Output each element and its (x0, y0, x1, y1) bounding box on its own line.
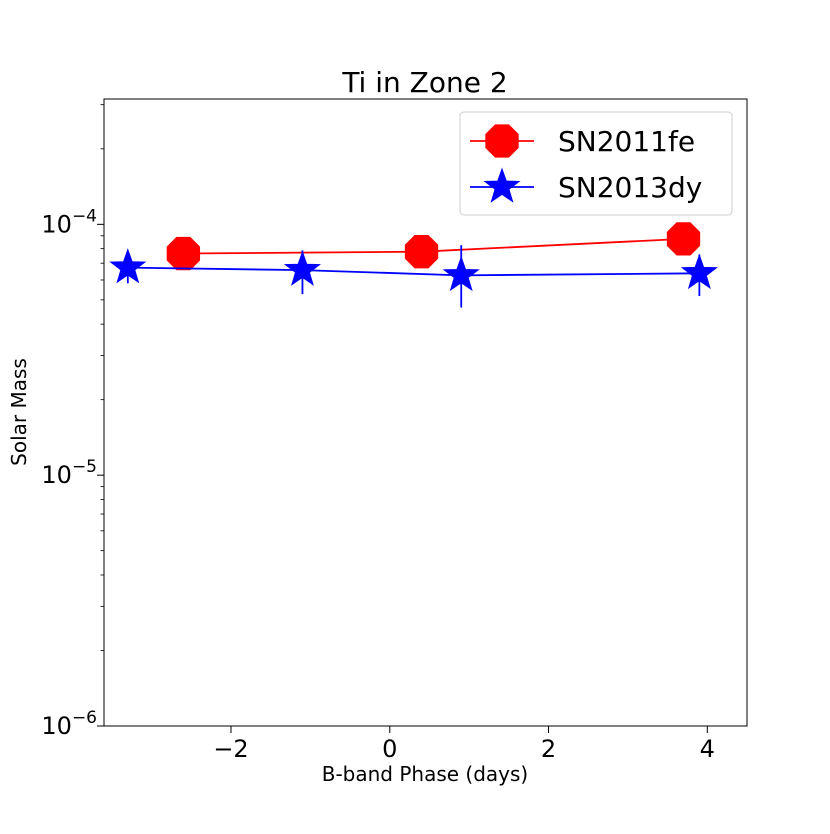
x-axis: −2 0 2 4 (213, 726, 715, 763)
data-point-sn2013dy-3 (680, 253, 718, 290)
plot-frame (103, 98, 748, 727)
y-tick-label-2: 10−6 (41, 708, 97, 740)
y-tick-label-0: 10−4 (41, 206, 97, 238)
x-tick-label-2: 2 (541, 735, 556, 763)
data-point-sn2011fe-0 (166, 236, 201, 271)
series-sn2011fe (166, 222, 701, 271)
y-axis-label: Solar Mass (7, 358, 31, 466)
legend-label-sn2011fe: SN2011fe (558, 125, 695, 158)
data-point-sn2011fe-2 (666, 222, 701, 256)
y-tick-label-1: 10−5 (41, 457, 97, 489)
legend: SN2011fe SN2013dy (459, 111, 733, 216)
legend-marker-sn2011fe (485, 124, 519, 158)
x-axis-label: B-band Phase (days) (322, 762, 529, 786)
legend-label-sn2013dy: SN2013dy (558, 171, 702, 204)
x-tick-label-4: 4 (700, 735, 715, 763)
series-sn2013dy (109, 245, 718, 308)
data-point-sn2013dy-0 (109, 248, 147, 284)
data-point-sn2011fe-1 (404, 235, 439, 269)
legend-marker-sn2013dy (483, 167, 521, 203)
plot-area (109, 222, 718, 308)
legend-marker-shape-sn2013dy (483, 167, 521, 203)
x-tick-label-0: 0 (382, 735, 397, 763)
x-tick-label--2: −2 (213, 735, 248, 763)
data-point-sn2013dy-1 (283, 250, 322, 286)
legend-marker-shape-sn2011fe (485, 124, 519, 158)
data-point-sn2013dy-2 (442, 255, 480, 292)
legend-box (459, 111, 733, 216)
chart-title: Ti in Zone 2 (341, 66, 507, 99)
series-line-sn2013dy (127, 266, 700, 277)
y-axis: 10−4 10−5 10−6 (41, 104, 104, 740)
